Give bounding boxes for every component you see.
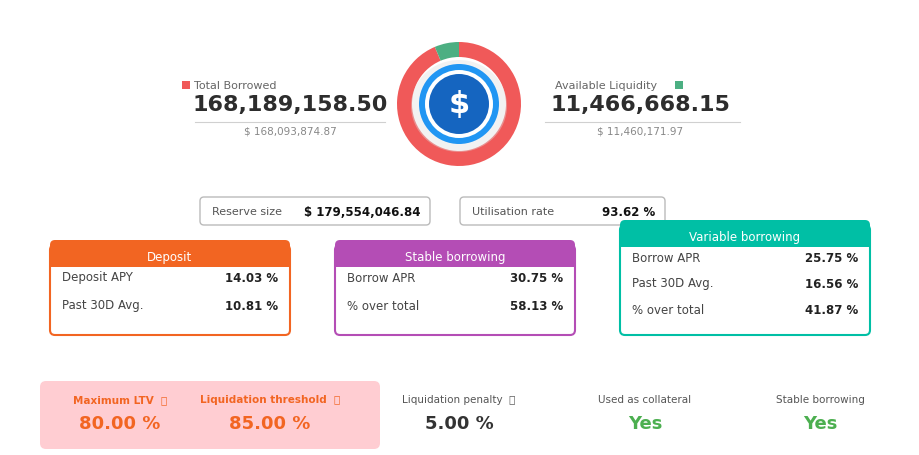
Bar	[620, 231, 870, 248]
Text: 11,466,668.15: 11,466,668.15	[550, 95, 730, 115]
Text: % over total: % over total	[632, 303, 704, 316]
FancyBboxPatch shape	[335, 245, 575, 335]
Bar	[675, 82, 683, 90]
FancyBboxPatch shape	[460, 197, 665, 226]
FancyBboxPatch shape	[620, 226, 870, 335]
Text: 58.13 %: 58.13 %	[510, 299, 563, 312]
Text: Yes: Yes	[628, 414, 663, 432]
Text: 85.00 %: 85.00 %	[230, 414, 311, 432]
Text: Stable borrowing: Stable borrowing	[404, 250, 505, 263]
FancyBboxPatch shape	[40, 381, 380, 449]
Text: 93.62 %: 93.62 %	[602, 205, 655, 218]
Text: $ 179,554,046.84: $ 179,554,046.84	[303, 205, 420, 218]
Text: Past 30D Avg.: Past 30D Avg.	[632, 277, 713, 290]
Text: Maximum LTV  ⓘ: Maximum LTV ⓘ	[73, 394, 167, 404]
FancyBboxPatch shape	[50, 245, 290, 335]
Bar	[182, 82, 190, 90]
Bar	[50, 250, 290, 268]
Text: 30.75 %: 30.75 %	[510, 271, 563, 284]
Text: Variable borrowing: Variable borrowing	[689, 230, 800, 243]
Text: $: $	[448, 90, 470, 119]
Text: Reserve size: Reserve size	[212, 207, 282, 217]
FancyBboxPatch shape	[335, 241, 575, 268]
FancyBboxPatch shape	[200, 197, 430, 226]
Text: Used as collateral: Used as collateral	[598, 394, 692, 404]
Text: % over total: % over total	[347, 299, 419, 312]
Ellipse shape	[411, 61, 507, 153]
Wedge shape	[435, 43, 459, 61]
Text: 168,189,158.50: 168,189,158.50	[192, 95, 388, 115]
Text: 41.87 %: 41.87 %	[805, 303, 858, 316]
Circle shape	[419, 65, 499, 145]
Text: 16.56 %: 16.56 %	[805, 277, 858, 290]
Text: Total Borrowed: Total Borrowed	[194, 81, 277, 91]
FancyBboxPatch shape	[620, 221, 870, 248]
FancyBboxPatch shape	[50, 241, 290, 268]
Text: Liquidation penalty  ⓘ: Liquidation penalty ⓘ	[403, 394, 516, 404]
Text: 10.81 %: 10.81 %	[225, 299, 278, 312]
Text: $ 168,093,874.87: $ 168,093,874.87	[244, 127, 336, 136]
Circle shape	[413, 59, 505, 151]
Text: Deposit: Deposit	[147, 250, 193, 263]
Text: Borrow APR: Borrow APR	[632, 251, 700, 264]
Circle shape	[425, 71, 493, 139]
Text: $ 11,460,171.97: $ 11,460,171.97	[597, 127, 683, 136]
Text: 25.75 %: 25.75 %	[805, 251, 858, 264]
Text: Liquidation threshold  ⓘ: Liquidation threshold ⓘ	[199, 394, 340, 404]
Text: Borrow APR: Borrow APR	[347, 271, 415, 284]
Text: 14.03 %: 14.03 %	[225, 271, 278, 284]
Bar	[335, 250, 575, 268]
Text: Yes: Yes	[803, 414, 837, 432]
Text: 5.00 %: 5.00 %	[425, 414, 494, 432]
Text: Stable borrowing: Stable borrowing	[776, 394, 865, 404]
Text: 80.00 %: 80.00 %	[79, 414, 161, 432]
Text: Available Liquidity: Available Liquidity	[555, 81, 657, 91]
Wedge shape	[397, 43, 521, 167]
Circle shape	[429, 75, 489, 135]
Text: Deposit APY: Deposit APY	[62, 271, 133, 284]
Text: Past 30D Avg.: Past 30D Avg.	[62, 299, 143, 312]
Text: Utilisation rate: Utilisation rate	[472, 207, 554, 217]
